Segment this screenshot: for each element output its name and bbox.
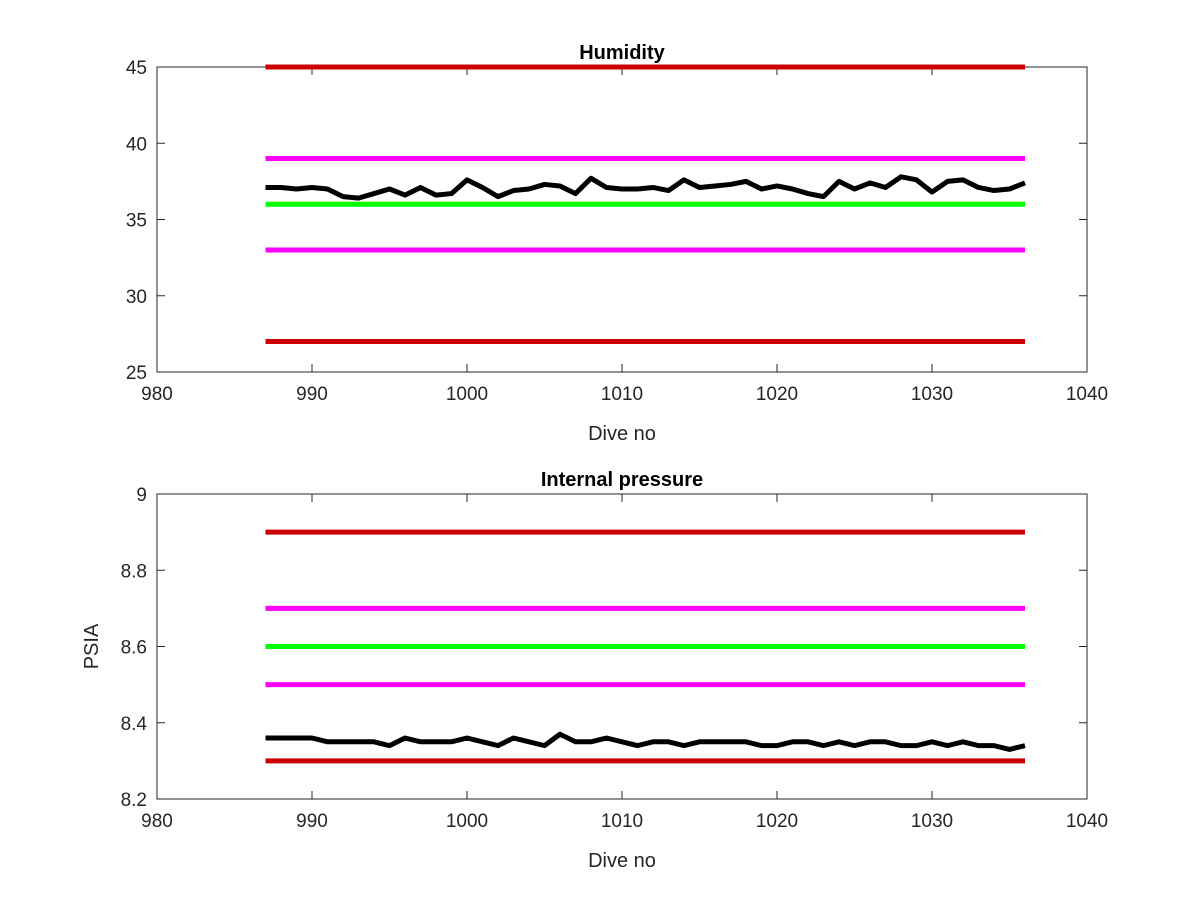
series-line bbox=[265, 731, 1026, 752]
y-tick-label: 35 bbox=[126, 211, 147, 232]
chart-title: Internal pressure bbox=[541, 469, 703, 491]
humidity-chart: 980 990 1000 1010 1020 1030 1040 25 30 35 40 45 Humi… bbox=[126, 42, 1108, 445]
x-tick-label: 1020 bbox=[756, 384, 798, 405]
y-tick-label: 30 bbox=[126, 287, 147, 308]
plot-area bbox=[156, 66, 1088, 373]
x-tick-label: 1030 bbox=[911, 384, 953, 405]
y-tick-label: 8.8 bbox=[121, 561, 147, 582]
x-tick-label: 980 bbox=[141, 384, 173, 405]
y-tick-label: 25 bbox=[126, 363, 147, 384]
x-tick-label: 1010 bbox=[601, 811, 643, 832]
y-axis-label: PSIA bbox=[81, 623, 103, 669]
x-tick-label: 1020 bbox=[756, 811, 798, 832]
y-tick-label: 8.6 bbox=[121, 638, 147, 659]
series-line bbox=[265, 174, 1026, 201]
x-tick-label: 1000 bbox=[446, 384, 488, 405]
y-tick-label: 8.4 bbox=[121, 714, 148, 735]
internal-pressure-chart: 980 990 1000 1010 1020 1030 1040 8.2 8.4 8.6 8.8 9 I… bbox=[81, 469, 1108, 872]
y-tick-label: 8.2 bbox=[121, 790, 147, 811]
y-tick-label: 45 bbox=[126, 58, 147, 79]
x-axis-label: Dive no bbox=[588, 850, 656, 872]
x-axis-label: Dive no bbox=[588, 423, 656, 445]
x-tick-label: 990 bbox=[296, 811, 328, 832]
y-tick-label: 40 bbox=[126, 134, 147, 155]
x-tick-label: 1040 bbox=[1066, 811, 1108, 832]
x-tick-label: 990 bbox=[296, 384, 328, 405]
chart-title: Humidity bbox=[579, 42, 665, 64]
x-tick-label: 1040 bbox=[1066, 384, 1108, 405]
x-tick-label: 1030 bbox=[911, 811, 953, 832]
y-tick-label: 9 bbox=[136, 485, 147, 506]
x-tick-label: 1010 bbox=[601, 384, 643, 405]
x-tick-label: 1000 bbox=[446, 811, 488, 832]
x-tick-label: 980 bbox=[141, 811, 173, 832]
